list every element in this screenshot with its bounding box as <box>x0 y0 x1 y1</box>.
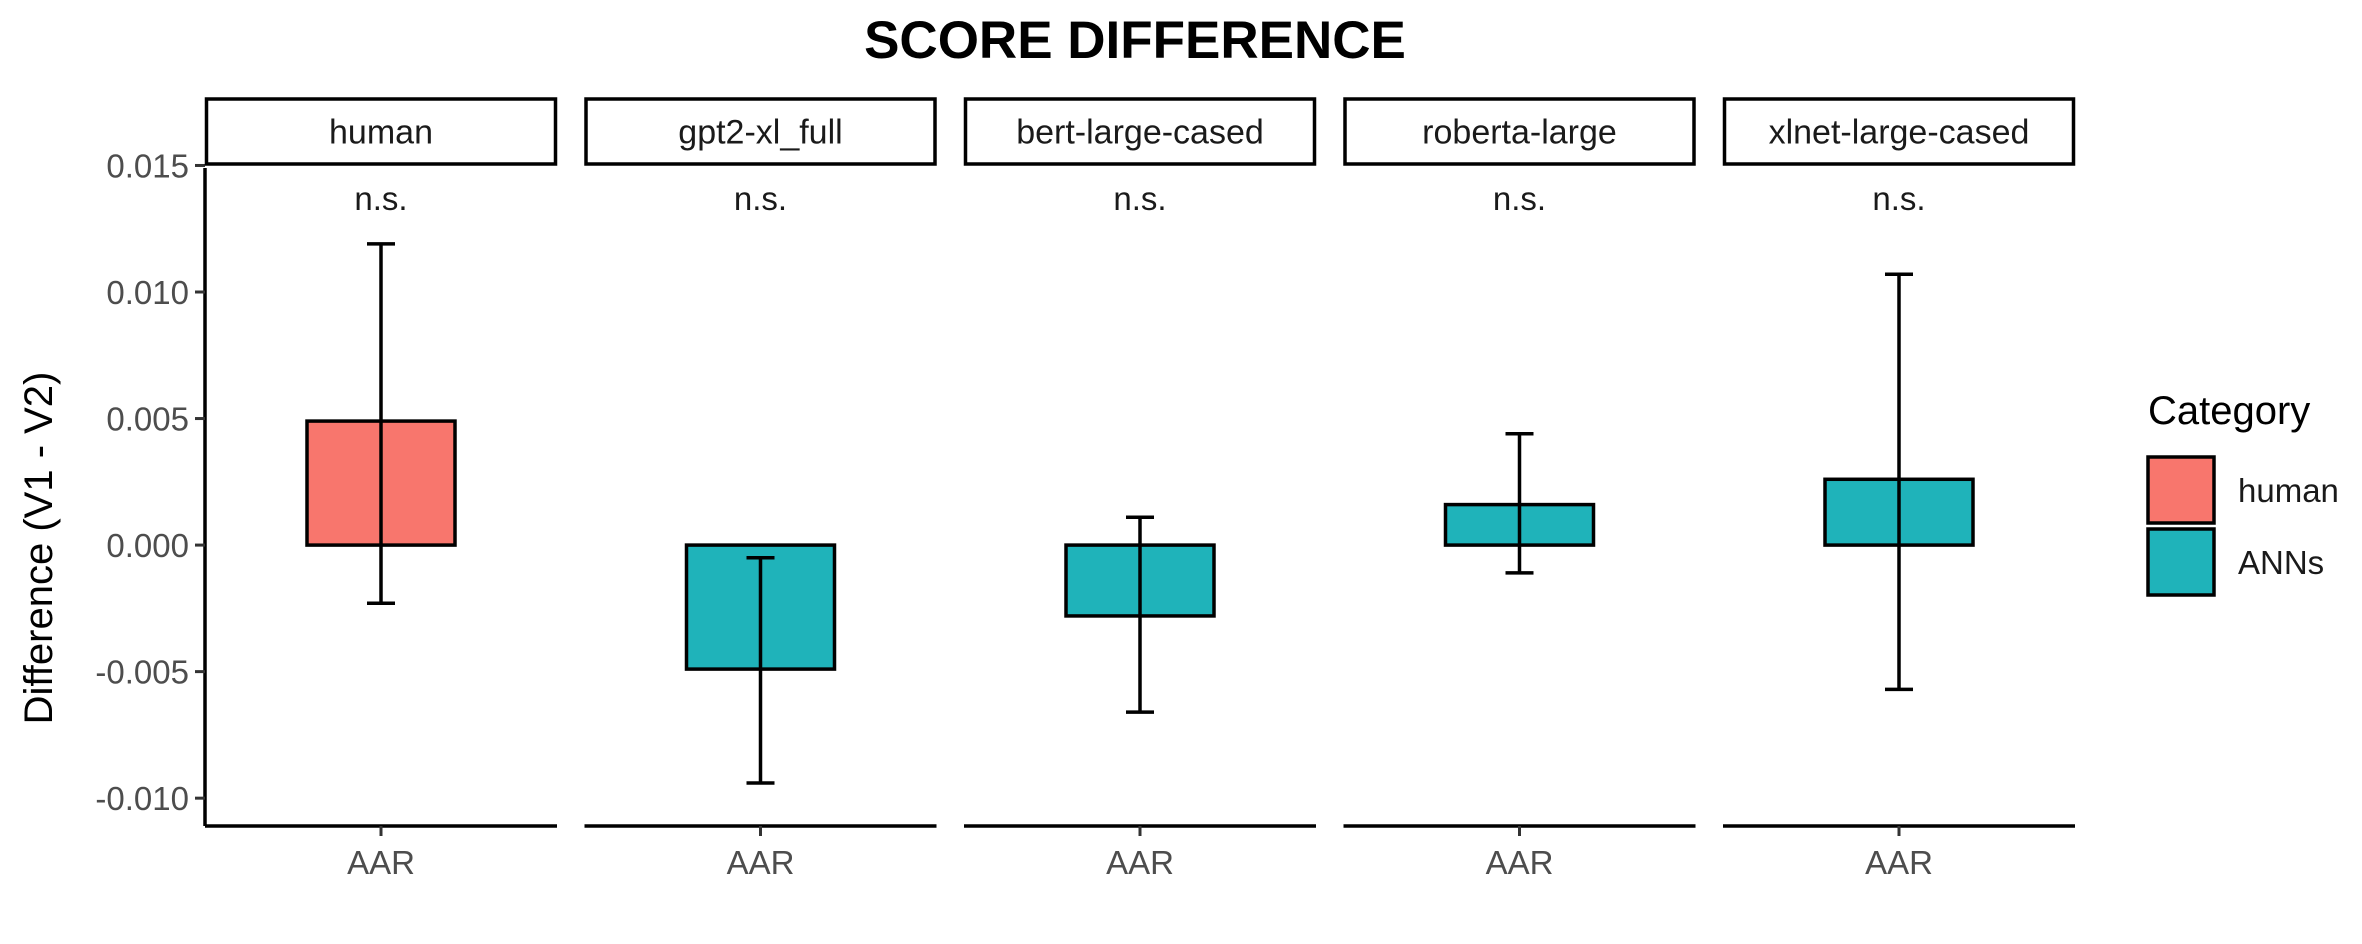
x-tick-label: AAR <box>727 844 795 881</box>
x-tick-label: AAR <box>1106 844 1174 881</box>
legend: Category human ANNs <box>2146 389 2339 597</box>
facet-panel: xlnet-large-cased AAR n.s. <box>1722 97 2076 881</box>
legend-title: Category <box>2148 389 2310 433</box>
facet-strip <box>1722 97 2076 166</box>
x-tick-label: AAR <box>1865 844 1933 881</box>
facet-strip-label: gpt2-xl_full <box>678 114 842 152</box>
y-tick-label: -0.010 <box>95 780 189 817</box>
y-axis-title: Difference (V1 - V2) <box>17 372 61 725</box>
facet-panels: humanAARn.s.gpt2-xl_fullAARn.s.bert-larg… <box>204 97 2076 881</box>
y-tick-label: 0.005 <box>106 401 189 438</box>
x-tick-label: AAR <box>347 844 415 881</box>
legend-label: human <box>2238 472 2339 509</box>
facet-strip <box>1343 97 1696 166</box>
facet-panel: bert-large-cased AAR n.s. <box>963 97 1317 881</box>
facet-strip <box>204 97 558 166</box>
significance-label: n.s. <box>734 180 787 217</box>
y-tick-label: 0.000 <box>106 527 189 564</box>
legend-entry: human <box>2146 455 2339 525</box>
significance-label: n.s. <box>1872 180 1925 217</box>
facet-strip-label: xlnet-large-cased <box>1769 114 2030 152</box>
x-tick-label: AAR <box>1486 844 1554 881</box>
legend-swatch <box>2146 527 2216 597</box>
y-tick-label: 0.010 <box>106 274 189 311</box>
facet-strip <box>963 97 1317 166</box>
facet-strip-label: human <box>329 114 433 152</box>
facet-panel: roberta-large AAR n.s. <box>1343 97 1696 881</box>
facet-panel: human AAR n.s. <box>204 97 558 881</box>
y-axis: -0.010 -0.005 0.000 0.005 0.010 0.015 <box>95 147 207 826</box>
chart-title: SCORE DIFFERENCE <box>864 11 1406 70</box>
y-tick-label: 0.015 <box>106 147 189 184</box>
facet-strip <box>584 97 937 166</box>
facet-strip-label: roberta-large <box>1422 114 1617 152</box>
legend-entries: human ANNs <box>2146 455 2339 597</box>
significance-label: n.s. <box>1493 180 1546 217</box>
facet-strip-label: bert-large-cased <box>1016 114 1264 152</box>
y-tick-label: -0.005 <box>95 654 189 691</box>
legend-entry: ANNs <box>2146 527 2324 597</box>
significance-label: n.s. <box>1113 180 1166 217</box>
legend-swatch <box>2146 455 2216 525</box>
significance-label: n.s. <box>354 180 407 217</box>
facet-panel: gpt2-xl_full AAR n.s. <box>584 97 937 881</box>
legend-label: ANNs <box>2238 544 2324 581</box>
